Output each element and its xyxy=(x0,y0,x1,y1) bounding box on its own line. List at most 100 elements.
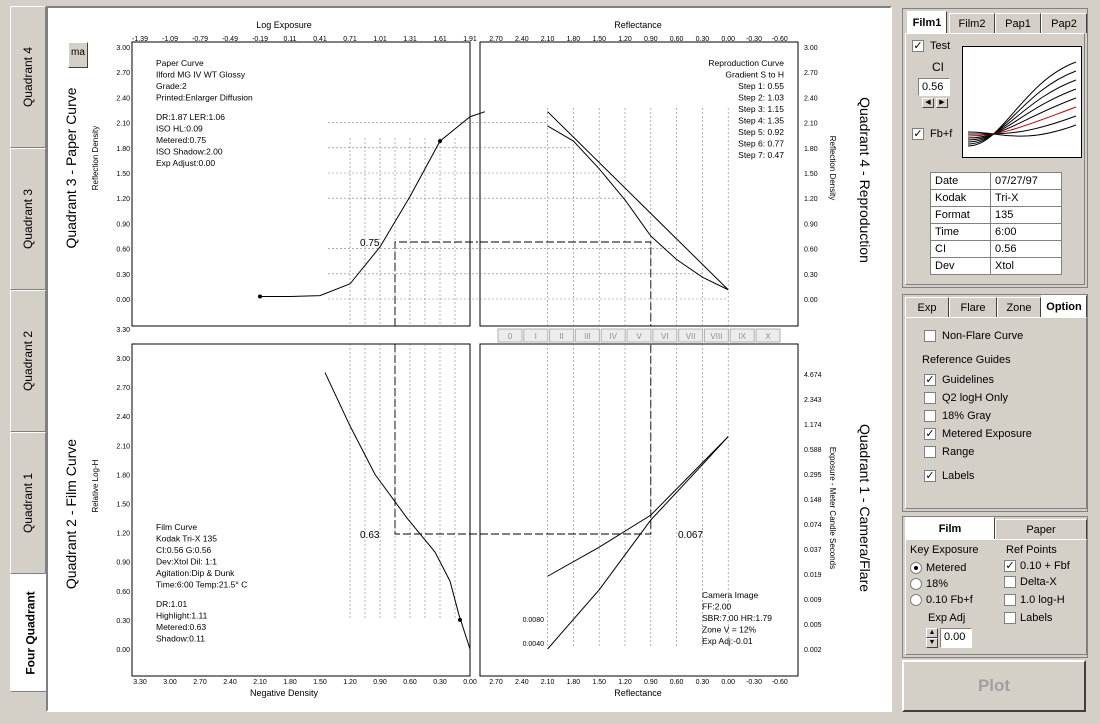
film-selector-group: Film1 Film2 Pap1 Pap2 ✓ Test CI 0.56 ◀ ▶… xyxy=(902,8,1088,288)
tab-label: Quadrant 1 xyxy=(21,472,36,534)
tab-four-quadrant[interactable]: Four Quadrant xyxy=(10,574,50,692)
film-table-key: Time xyxy=(929,223,992,241)
non-flare-checkbox[interactable] xyxy=(924,330,936,342)
tab-option[interactable]: Option xyxy=(1041,295,1087,317)
log-h-checkbox[interactable] xyxy=(1004,594,1016,606)
test-label: Test xyxy=(930,40,951,52)
exposure-tick-label: 2.343 xyxy=(804,397,822,404)
refl-density-tick-label: 2.10 xyxy=(804,121,818,128)
zone-cell xyxy=(497,328,523,343)
log-h-tick-label: 3.00 xyxy=(116,356,130,363)
flare-value-label: 0.0040 xyxy=(523,641,545,648)
zone-cell xyxy=(549,328,575,343)
tab-zone[interactable]: Zone xyxy=(997,297,1041,317)
fbf-checkbox[interactable]: ✓ xyxy=(912,128,924,140)
reflectance-tick-label: 1.20 xyxy=(618,679,632,686)
plot-button[interactable]: Plot xyxy=(902,660,1086,712)
exp-adj-decrease-button[interactable]: ▼ xyxy=(926,638,938,648)
zone-cell xyxy=(600,328,626,343)
log-h-tick-label: 3.30 xyxy=(116,327,130,334)
metered-radio[interactable] xyxy=(910,562,922,574)
log-exposure-tick-label: -1.39 xyxy=(132,36,148,43)
labels-checkbox[interactable]: ✓ xyxy=(924,470,936,482)
exposure-tick-label: 1.174 xyxy=(804,422,822,429)
gray18-radio[interactable] xyxy=(910,578,922,590)
q3-y-axis-label: Reflection Density xyxy=(91,126,100,190)
film-table-key: Kodak xyxy=(929,189,992,207)
range-label: Range xyxy=(942,446,975,458)
film-table-key: CI xyxy=(929,240,992,258)
metered-guide-q4 xyxy=(480,241,652,326)
refl-density-tick-label: 2.70 xyxy=(116,70,130,77)
exposure-tick-label: 4.674 xyxy=(804,372,822,379)
metered-guide-q1 xyxy=(480,344,652,535)
tab-paper[interactable]: Paper xyxy=(995,519,1087,539)
refl-density-tick-label: 1.50 xyxy=(804,171,818,178)
zone-cell xyxy=(678,328,704,343)
fbf-radio[interactable] xyxy=(910,594,922,606)
reflectance-tick-label: 0.30 xyxy=(696,679,710,686)
flare-value-label: 0.0080 xyxy=(523,617,545,624)
ci-input[interactable]: 0.56 xyxy=(918,78,950,96)
zone-cell xyxy=(652,328,678,343)
test-checkbox[interactable]: ✓ xyxy=(912,40,924,52)
tab-exp[interactable]: Exp xyxy=(905,297,949,317)
ci-decrease-button[interactable]: ◀ xyxy=(922,98,934,108)
zone-label: VII xyxy=(686,332,696,341)
metered-exposure-checkbox[interactable]: ✓ xyxy=(924,428,936,440)
tab-pap1[interactable]: Pap1 xyxy=(995,13,1041,33)
film-table-key: Format xyxy=(929,206,992,224)
neg-density-tick-label: 2.40 xyxy=(223,679,237,686)
exposure-group: Film Paper Key Exposure Metered 18% 0.10… xyxy=(902,516,1088,658)
guidelines-checkbox[interactable]: ✓ xyxy=(924,374,936,386)
reflectance-tick-label: 1.50 xyxy=(592,36,606,43)
gray18-checkbox[interactable] xyxy=(924,410,936,422)
tab-film2[interactable]: Film2 xyxy=(949,13,995,33)
log-exposure-tick-label: -0.49 xyxy=(222,36,238,43)
camera-flare-line xyxy=(547,436,729,577)
reproduction-curve-line xyxy=(547,111,729,291)
refl-density-tick-label: 0.90 xyxy=(116,221,130,228)
neg-density-tick-label: 0.60 xyxy=(403,679,417,686)
zone-label: IV xyxy=(609,332,617,341)
ci-increase-button[interactable]: ▶ xyxy=(936,98,948,108)
log-h-label: 1.0 log-H xyxy=(1020,594,1065,606)
tab-quadrant-3[interactable]: Quadrant 3 xyxy=(10,148,46,290)
tab-quadrant-1[interactable]: Quadrant 1 xyxy=(10,432,46,574)
refl-density-tick-label: 2.10 xyxy=(116,121,130,128)
neg-density-tick-label: 0.90 xyxy=(373,679,387,686)
film-info-line: Shadow:0.11 xyxy=(156,634,205,644)
exp-adj-input[interactable]: 0.00 xyxy=(940,628,972,648)
gray18-radio-label: 18% xyxy=(926,578,949,590)
q2-logh-checkbox[interactable] xyxy=(924,392,936,404)
ci-label: CI xyxy=(932,60,944,74)
q3-title: Quadrant 3 - Paper Curve xyxy=(63,87,79,248)
mini-button[interactable]: ma xyxy=(68,42,88,68)
fbf-ref-checkbox[interactable]: ✓ xyxy=(1004,560,1016,572)
refl-density-tick-label: 1.20 xyxy=(116,196,130,203)
reflectance-tick-label: 0.90 xyxy=(644,679,658,686)
delta-x-checkbox[interactable] xyxy=(1004,576,1016,588)
log-exposure-tick-label: 1.91 xyxy=(463,36,477,43)
tab-film1[interactable]: Film1 xyxy=(907,11,947,33)
repro-info-line: Step 2: 1.03 xyxy=(738,93,784,103)
exposure-tick-label: 0.009 xyxy=(804,597,822,604)
ref-labels-checkbox[interactable] xyxy=(1004,612,1016,624)
zone-label: VI xyxy=(661,332,669,341)
film-table-value: 6:00 xyxy=(990,223,1062,241)
neg-density-tick-label: 1.50 xyxy=(313,679,327,686)
tab-flare[interactable]: Flare xyxy=(949,297,997,317)
tab-quadrant-4[interactable]: Quadrant 4 xyxy=(10,6,46,148)
tab-pap2[interactable]: Pap2 xyxy=(1041,13,1087,33)
range-checkbox[interactable] xyxy=(924,446,936,458)
film-table-row: CI 0.56 xyxy=(929,240,1062,258)
tab-film[interactable]: Film xyxy=(905,517,995,539)
log-exposure-tick-label: 0.71 xyxy=(343,36,357,43)
exp-adj-increase-button[interactable]: ▲ xyxy=(926,628,938,638)
neg-density-tick-label: 0.00 xyxy=(463,679,477,686)
option-pane: Non-Flare Curve Reference Guides ✓ Guide… xyxy=(905,317,1087,509)
options-group: Exp Flare Zone Option Non-Flare Curve Re… xyxy=(902,294,1088,512)
repro-info-line: Step 3: 1.15 xyxy=(738,104,784,114)
tab-quadrant-2[interactable]: Quadrant 2 xyxy=(10,290,46,432)
log-h-tick-label: 0.00 xyxy=(116,647,130,654)
